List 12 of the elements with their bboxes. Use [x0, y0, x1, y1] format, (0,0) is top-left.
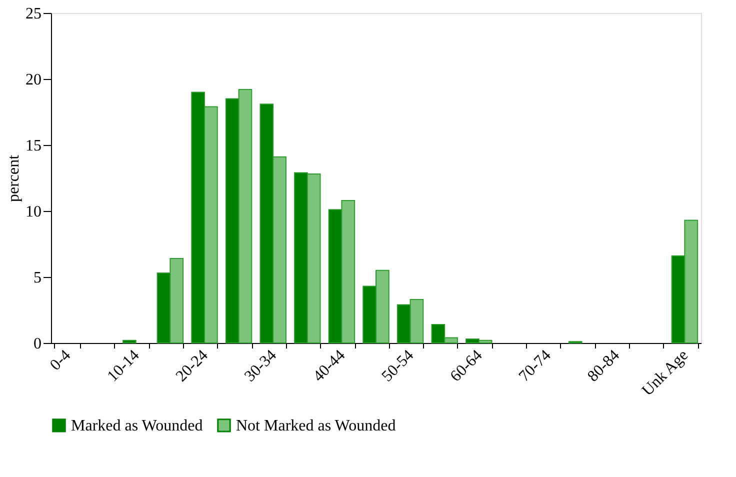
legend-label: Not Marked as Wounded: [236, 417, 396, 434]
x-tick-label: Unk Age: [639, 346, 692, 400]
y-tick-label: 25: [26, 6, 42, 22]
y-tick-label: 15: [26, 138, 42, 154]
y-tick-label: 10: [26, 204, 42, 220]
x-tick-label: 0-4: [47, 346, 74, 374]
y-tick-label: 20: [26, 72, 42, 88]
y-tick-label: 0: [34, 336, 42, 352]
legend-label: Marked as Wounded: [71, 417, 203, 434]
bar: [122, 340, 136, 344]
y-axis-title: percent: [6, 154, 22, 202]
y-tick-label: 5: [34, 270, 42, 286]
